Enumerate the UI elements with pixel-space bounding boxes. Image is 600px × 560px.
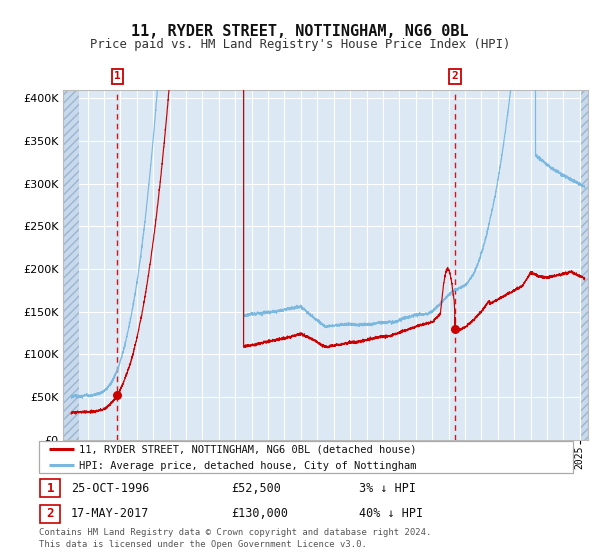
FancyBboxPatch shape [40, 479, 61, 497]
Text: 25-OCT-1996: 25-OCT-1996 [71, 482, 149, 494]
Text: Contains HM Land Registry data © Crown copyright and database right 2024.: Contains HM Land Registry data © Crown c… [39, 529, 431, 538]
Text: 17-MAY-2017: 17-MAY-2017 [71, 507, 149, 520]
Text: 11, RYDER STREET, NOTTINGHAM, NG6 0BL (detached house): 11, RYDER STREET, NOTTINGHAM, NG6 0BL (d… [79, 445, 416, 455]
Text: 3% ↓ HPI: 3% ↓ HPI [359, 482, 416, 494]
Text: 2: 2 [46, 507, 54, 520]
FancyBboxPatch shape [40, 505, 61, 522]
Text: 2: 2 [451, 71, 458, 81]
Polygon shape [63, 90, 79, 440]
Text: 11, RYDER STREET, NOTTINGHAM, NG6 0BL: 11, RYDER STREET, NOTTINGHAM, NG6 0BL [131, 24, 469, 39]
Text: Price paid vs. HM Land Registry's House Price Index (HPI): Price paid vs. HM Land Registry's House … [90, 38, 510, 50]
FancyBboxPatch shape [39, 441, 573, 473]
Text: HPI: Average price, detached house, City of Nottingham: HPI: Average price, detached house, City… [79, 461, 416, 471]
Polygon shape [581, 90, 588, 440]
Text: 1: 1 [46, 482, 54, 494]
Text: £130,000: £130,000 [231, 507, 288, 520]
Text: 40% ↓ HPI: 40% ↓ HPI [359, 507, 424, 520]
Text: This data is licensed under the Open Government Licence v3.0.: This data is licensed under the Open Gov… [39, 540, 367, 549]
Text: 1: 1 [114, 71, 121, 81]
Text: £52,500: £52,500 [231, 482, 281, 494]
